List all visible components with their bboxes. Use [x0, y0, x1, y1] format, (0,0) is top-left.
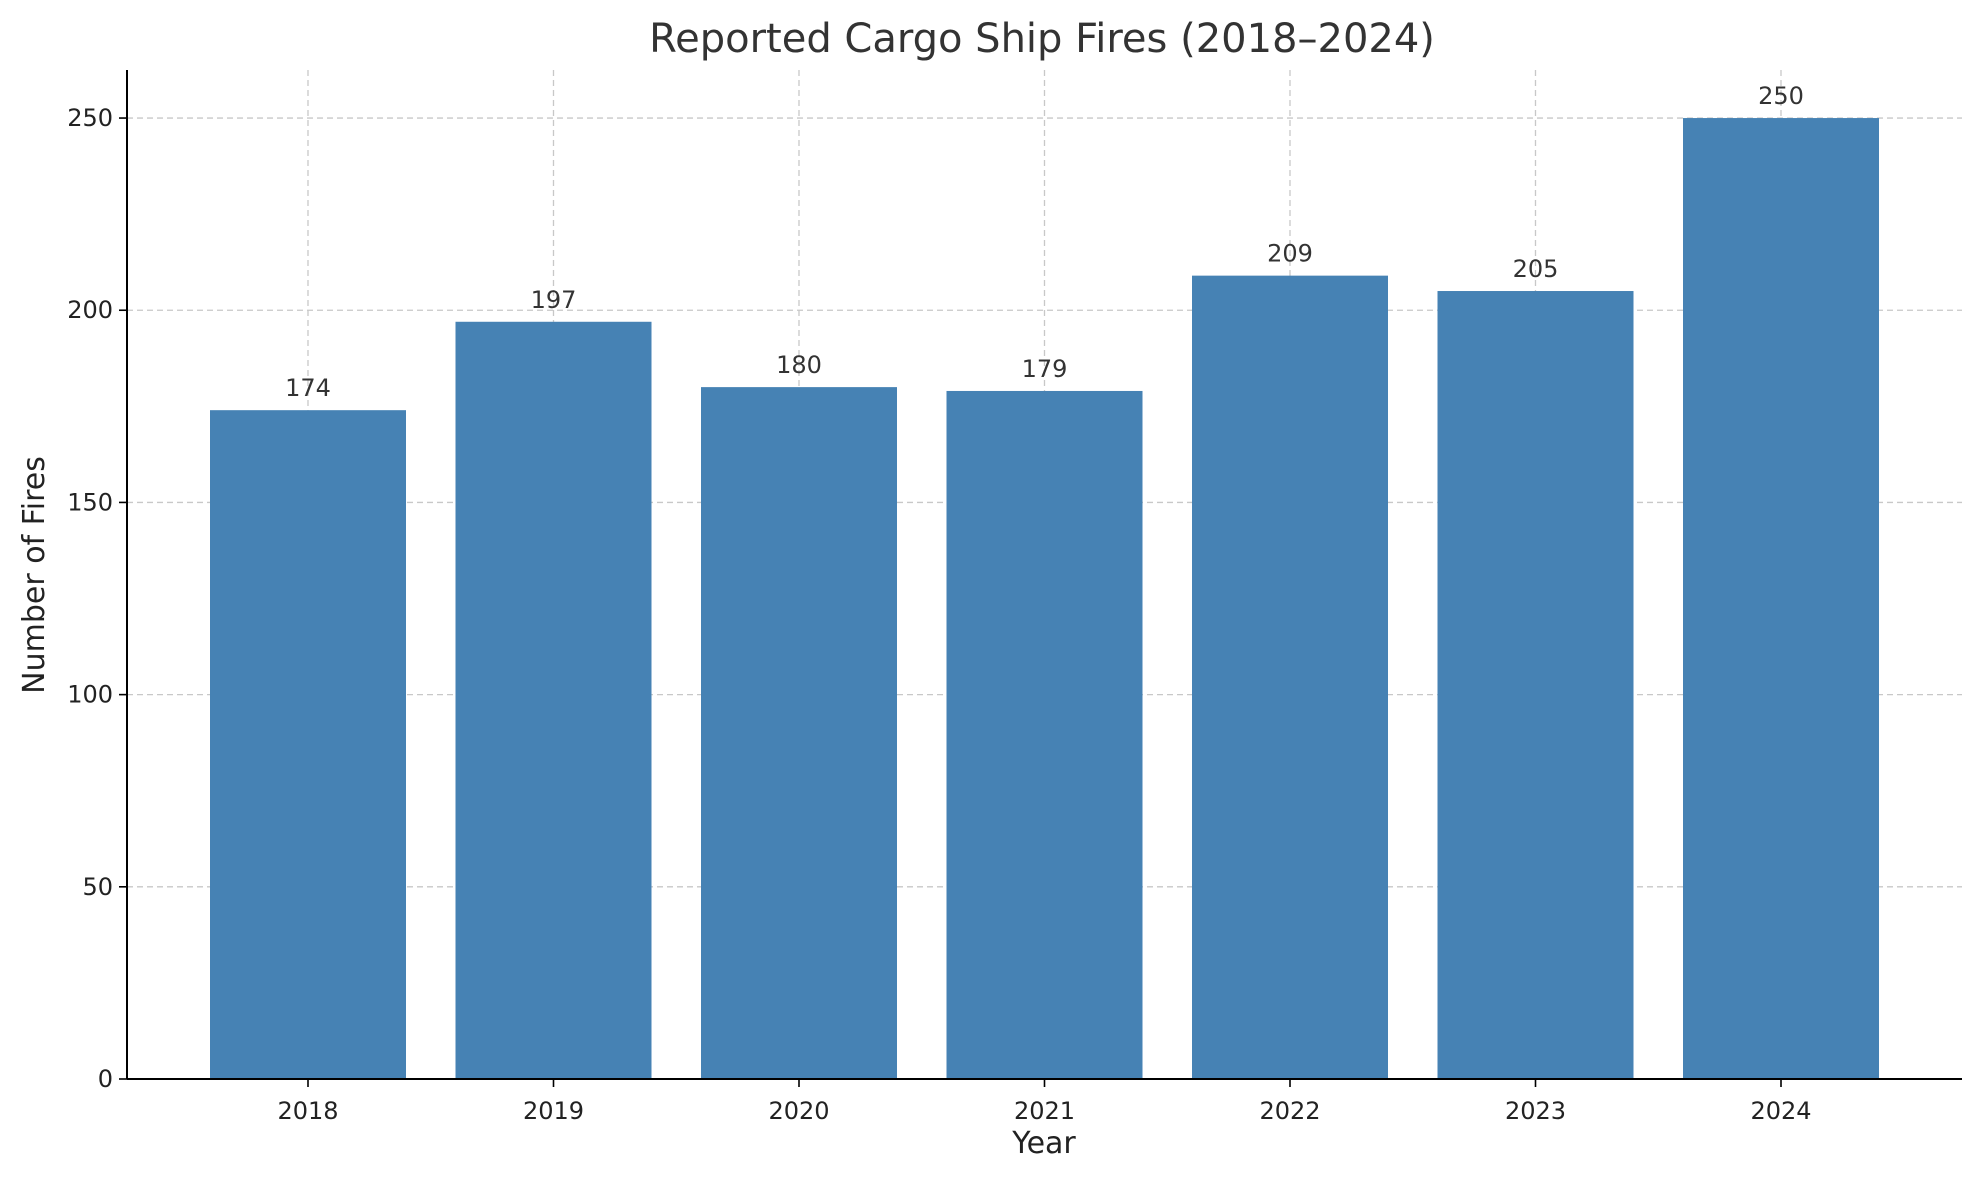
x-tick-label: 2018	[277, 1097, 338, 1125]
y-tick-label: 250	[67, 104, 113, 132]
bar-2023	[1437, 291, 1634, 1079]
x-axis-label: Year	[1011, 1126, 1076, 1161]
bar-2018	[210, 410, 406, 1080]
y-ticks-layer: 0 50 100 150 200 250	[67, 104, 127, 1093]
y-tick-label: 50	[82, 873, 113, 901]
bar-2021	[946, 390, 1143, 1079]
data-label-2022: 209	[1267, 240, 1313, 268]
x-tick-label: 2021	[1014, 1097, 1075, 1125]
chart-title: Reported Cargo Ship Fires (2018–2024)	[649, 16, 1435, 62]
bars-layer	[210, 118, 1879, 1080]
data-label-2024: 250	[1758, 82, 1804, 110]
x-tick-label: 2023	[1505, 1097, 1566, 1125]
data-label-2020: 180	[776, 351, 822, 379]
bar-2020	[701, 387, 897, 1080]
y-tick-label: 150	[67, 488, 113, 516]
bar-2019	[455, 321, 652, 1079]
x-tick-label: 2020	[768, 1097, 829, 1125]
y-tick-label: 200	[67, 296, 113, 324]
bar-2022	[1192, 275, 1388, 1079]
y-tick-label: 100	[67, 681, 113, 709]
bar-2024	[1683, 118, 1879, 1080]
x-ticks-layer: 2018 2019 2020 2021 2022 2023 2024	[277, 1079, 1812, 1125]
data-label-2023: 205	[1513, 255, 1559, 283]
data-label-2021: 179	[1022, 355, 1068, 383]
x-tick-label: 2022	[1259, 1097, 1320, 1125]
x-tick-label: 2019	[523, 1097, 584, 1125]
data-label-2019: 197	[531, 286, 577, 314]
x-tick-label: 2024	[1750, 1097, 1811, 1125]
y-axis-label: Number of Fires	[17, 456, 52, 694]
data-labels-layer: 174 197 180 179 209 205 250	[285, 82, 1804, 402]
data-label-2018: 174	[285, 374, 331, 402]
y-tick-label: 0	[98, 1065, 113, 1093]
